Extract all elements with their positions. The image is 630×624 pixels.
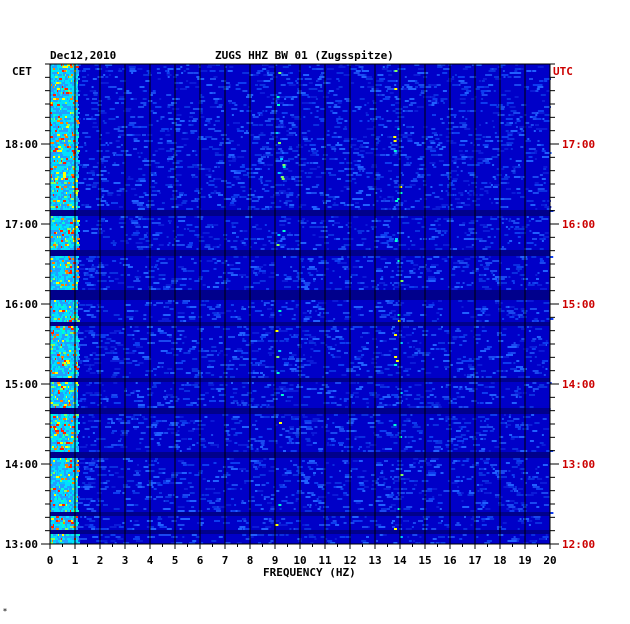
frequency-gridlines bbox=[74, 64, 526, 544]
chart-station-title: ZUGS HHZ BW 01 (Zugsspitze) bbox=[215, 49, 394, 62]
right-axis-label: UTC bbox=[553, 65, 573, 78]
x-tick-label-8: 8 bbox=[247, 554, 254, 567]
spectrogram-plot-area bbox=[49, 63, 554, 545]
x-tick-label-10: 10 bbox=[293, 554, 306, 567]
left-tick-label: 17:00 bbox=[5, 218, 38, 231]
right-tick-label: 17:00 bbox=[562, 138, 595, 151]
left-tick-label: 15:00 bbox=[5, 378, 38, 391]
x-tick-label-2: 2 bbox=[97, 554, 104, 567]
x-tick-label-20: 20 bbox=[543, 554, 556, 567]
right-tick-label: 15:00 bbox=[562, 298, 595, 311]
right-tick-label: 13:00 bbox=[562, 458, 595, 471]
right-tick-label: 12:00 bbox=[562, 538, 595, 551]
frequency-axis: 0 1 2 3 4 5 6 7 8 9 10 11 12 13 14 15 16 17 18 19 20 bbox=[47, 544, 557, 567]
x-tick-label-9: 9 bbox=[272, 554, 279, 567]
x-tick-label-0: 0 bbox=[47, 554, 54, 567]
x-tick-label-15: 15 bbox=[418, 554, 431, 567]
x-tick-label-12: 12 bbox=[343, 554, 356, 567]
left-tick-label: 14:00 bbox=[5, 458, 38, 471]
x-tick-label-4: 4 bbox=[147, 554, 154, 567]
x-tick-label-17: 17 bbox=[468, 554, 481, 567]
left-tick-label: 16:00 bbox=[5, 298, 38, 311]
x-axis-label: FREQUENCY (HZ) bbox=[263, 566, 356, 579]
x-tick-label-6: 6 bbox=[197, 554, 204, 567]
x-tick-label-7: 7 bbox=[222, 554, 229, 567]
left-time-axis: 18:00 17:00 16:00 15:00 14:00 13:00 bbox=[5, 63, 50, 551]
left-tick-label: 18:00 bbox=[5, 138, 38, 151]
x-tick-label-5: 5 bbox=[172, 554, 179, 567]
right-tick-label: 16:00 bbox=[562, 218, 595, 231]
x-tick-label-3: 3 bbox=[122, 554, 129, 567]
right-tick-label: 14:00 bbox=[562, 378, 595, 391]
x-tick-label-14: 14 bbox=[393, 554, 407, 567]
footer-mark: * bbox=[3, 607, 7, 616]
x-tick-label-18: 18 bbox=[493, 554, 506, 567]
right-time-axis: 17:00 16:00 15:00 14:00 13:00 12:00 bbox=[550, 63, 595, 551]
x-tick-label-11: 11 bbox=[318, 554, 332, 567]
x-tick-label-1: 1 bbox=[72, 554, 79, 567]
left-axis-label: CET bbox=[12, 65, 32, 78]
x-tick-label-13: 13 bbox=[368, 554, 381, 567]
chart-date: Dec12,2010 bbox=[50, 49, 116, 62]
left-tick-label: 13:00 bbox=[5, 538, 38, 551]
x-tick-label-16: 16 bbox=[443, 554, 457, 567]
x-tick-label-19: 19 bbox=[518, 554, 531, 567]
